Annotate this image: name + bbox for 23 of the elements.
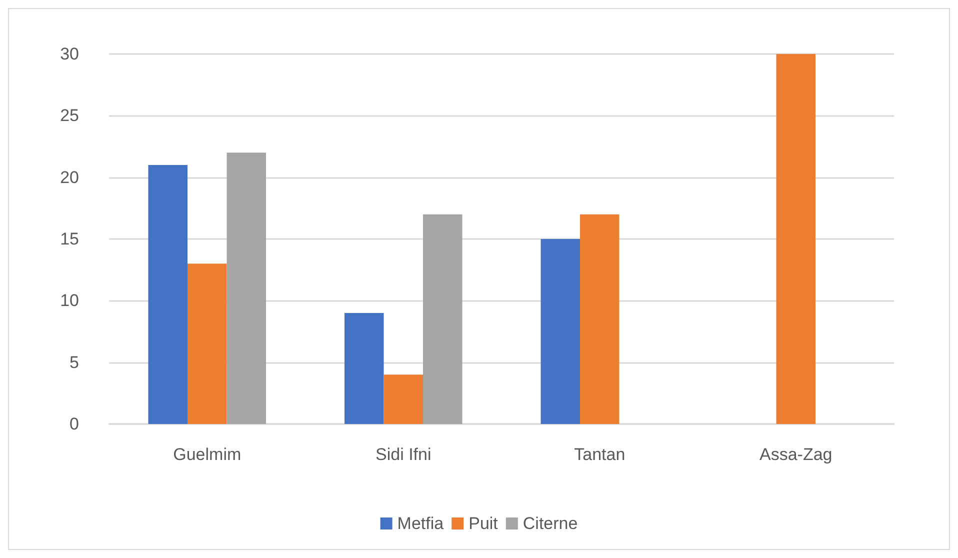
y-tick-label: 25 bbox=[60, 106, 79, 126]
bar bbox=[423, 214, 462, 424]
y-tick-label: 30 bbox=[60, 44, 79, 64]
x-tick-label: Guelmim bbox=[173, 445, 242, 464]
legend-label: Citerne bbox=[522, 514, 578, 533]
x-tick-label: Tantan bbox=[574, 445, 626, 464]
bar bbox=[540, 239, 580, 424]
y-tick-label: 5 bbox=[70, 352, 79, 372]
x-tick-label: Sidi Ifni bbox=[376, 445, 432, 464]
bar bbox=[226, 152, 266, 424]
y-tick-label: 0 bbox=[70, 414, 79, 434]
y-tick-label: 15 bbox=[60, 230, 79, 248]
bar bbox=[580, 214, 620, 424]
bar bbox=[148, 165, 188, 424]
bar bbox=[344, 313, 384, 424]
y-tick-label: 20 bbox=[60, 168, 79, 187]
y-tick-label: 10 bbox=[60, 291, 79, 310]
bar bbox=[776, 54, 816, 424]
bar bbox=[188, 264, 227, 424]
legend-label: Metfia bbox=[397, 514, 444, 533]
bar bbox=[384, 374, 423, 424]
legend-label: Puit bbox=[468, 514, 498, 533]
x-tick-label: Assa-Zag bbox=[760, 445, 832, 464]
